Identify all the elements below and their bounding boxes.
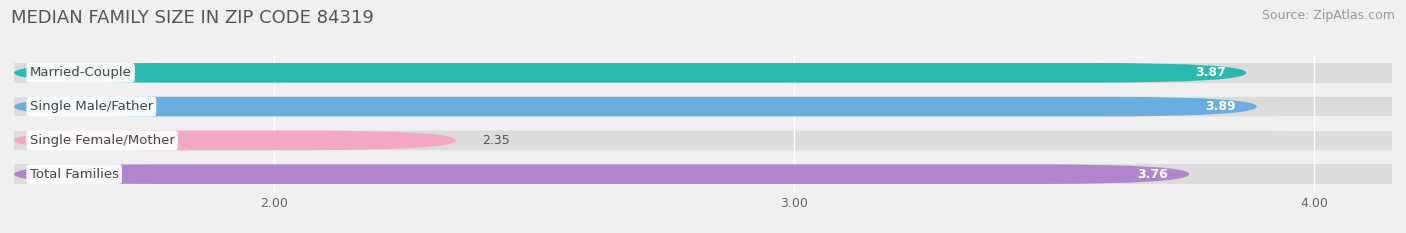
FancyBboxPatch shape	[14, 164, 1392, 184]
Text: Single Female/Mother: Single Female/Mother	[30, 134, 174, 147]
Text: 3.87: 3.87	[1195, 66, 1226, 79]
FancyBboxPatch shape	[14, 130, 1392, 150]
Bar	[14, 63, 1392, 83]
Text: Single Male/Father: Single Male/Father	[30, 100, 153, 113]
FancyBboxPatch shape	[14, 97, 1392, 116]
Text: MEDIAN FAMILY SIZE IN ZIP CODE 84319: MEDIAN FAMILY SIZE IN ZIP CODE 84319	[11, 9, 374, 27]
FancyBboxPatch shape	[14, 130, 456, 150]
FancyBboxPatch shape	[14, 63, 1392, 83]
FancyBboxPatch shape	[14, 63, 1246, 83]
Text: Total Families: Total Families	[30, 168, 118, 181]
FancyBboxPatch shape	[14, 164, 1189, 184]
Text: Married-Couple: Married-Couple	[30, 66, 132, 79]
Bar	[14, 130, 1392, 150]
FancyBboxPatch shape	[14, 97, 1257, 116]
Bar	[14, 97, 1392, 116]
Text: Source: ZipAtlas.com: Source: ZipAtlas.com	[1261, 9, 1395, 22]
Text: 3.76: 3.76	[1137, 168, 1168, 181]
Text: 2.35: 2.35	[482, 134, 510, 147]
Text: 3.89: 3.89	[1205, 100, 1236, 113]
Bar	[14, 164, 1392, 184]
